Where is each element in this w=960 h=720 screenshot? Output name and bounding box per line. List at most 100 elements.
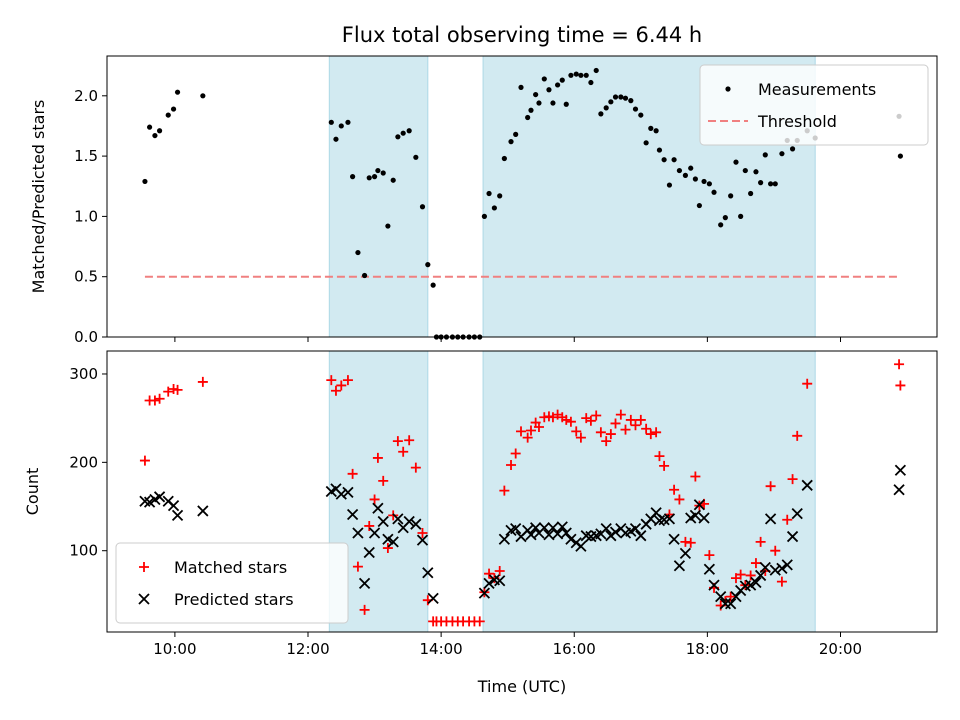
data-point [894,359,905,370]
data-point [753,169,759,175]
data-point [661,157,667,163]
data-point [333,136,339,142]
data-point [792,430,803,441]
data-point [768,181,774,187]
data-point [666,182,673,188]
data-point [369,494,380,505]
data-point [530,522,542,534]
y-tick-label: 1.5 [74,147,98,165]
data-point [894,464,907,476]
data-point [350,174,356,180]
data-point [536,100,542,106]
data-point [608,99,614,105]
data-point [368,527,381,539]
data-point [395,134,401,140]
chart-title: Flux total observing time = 6.44 h [342,23,702,47]
data-point [682,172,689,178]
data-point [149,395,160,406]
data-point [728,193,734,199]
data-point [638,112,644,118]
legend: Matched stars Predicted stars [115,542,349,624]
series-matched-stars [139,359,906,627]
data-point [330,385,341,396]
data-point [895,380,906,391]
data-point [410,518,422,530]
x-tick-label: 20:00 [819,640,862,658]
data-point [750,558,761,569]
data-point [781,559,793,571]
data-point [525,425,536,436]
data-point [533,91,539,98]
data-point [165,112,171,118]
data-point [718,222,724,228]
data-point [648,125,654,131]
data-point [656,147,663,153]
data-point [654,451,665,462]
data-point [497,193,503,199]
data-point [659,460,670,471]
data-point [893,484,905,496]
data-point [474,616,485,627]
data-point [499,485,510,496]
data-point [742,167,748,174]
data-point [897,153,903,159]
data-point [416,534,429,546]
data-point [772,181,778,187]
data-point [366,175,372,181]
data-point [404,435,415,446]
data-point [568,72,574,78]
data-point [692,176,698,182]
data-point [620,424,631,435]
observing-span-2 [482,350,816,633]
data-point [491,205,497,211]
data-point [326,375,337,386]
data-point [522,432,533,443]
data-point [754,569,767,582]
data-point [791,507,803,520]
data-point [750,576,762,589]
data-point [516,426,527,437]
data-point [328,119,334,125]
data-point [673,560,686,572]
data-point [372,452,383,463]
data-point [738,213,744,219]
data-point [787,474,798,485]
data-point [197,376,208,387]
data-point [641,423,652,434]
data-point [547,522,559,534]
legend-marker [139,562,149,572]
data-point [595,427,606,438]
data-point [171,509,184,521]
data-point [481,213,487,219]
data-point [143,496,156,508]
data-point [390,177,396,183]
data-point [385,223,391,229]
data-point [352,527,364,539]
data-point [759,561,771,574]
data-point [406,128,412,134]
x-tick-label: 16:00 [553,640,596,658]
data-point [486,190,492,197]
data-point [776,576,787,587]
data-point [748,190,754,197]
data-point [612,94,619,100]
data-point [735,569,746,580]
data-point [601,436,612,447]
data-point [565,533,577,545]
legend-label: Threshold [757,112,837,131]
data-point [715,591,727,603]
count-panel: 100 200 300 10:00 12:00 14:00 16:00 18:00 20:00 C… [23,350,938,658]
data-point [413,154,419,160]
data-point [510,448,521,459]
data-point [629,522,642,535]
data-point [571,426,582,437]
data-point [598,111,604,117]
data-point [605,429,616,440]
data-point [698,512,710,524]
data-point [676,167,683,174]
data-point [555,82,561,88]
data-point [355,249,361,256]
data-point [563,101,569,107]
data-point [538,522,550,534]
data-point [528,107,534,113]
